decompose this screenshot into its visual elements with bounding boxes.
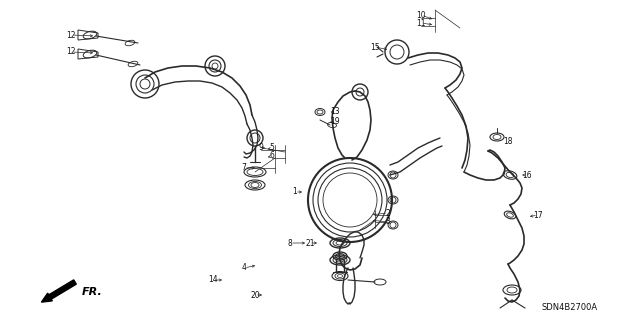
Text: 19: 19 — [330, 117, 340, 127]
Text: 16: 16 — [522, 170, 532, 180]
Text: 5: 5 — [269, 144, 275, 152]
Text: 21: 21 — [305, 239, 315, 248]
Text: 20: 20 — [250, 291, 260, 300]
Text: 2: 2 — [386, 209, 390, 218]
Text: 7: 7 — [241, 164, 246, 173]
Text: 17: 17 — [533, 211, 543, 219]
Text: 3: 3 — [385, 218, 390, 226]
Text: SDN4B2700A: SDN4B2700A — [542, 303, 598, 313]
Text: 10: 10 — [416, 11, 426, 19]
Text: 12: 12 — [67, 31, 76, 40]
Text: 1: 1 — [292, 188, 298, 197]
Text: FR.: FR. — [82, 287, 103, 297]
Text: 9: 9 — [259, 144, 264, 152]
Text: 11: 11 — [416, 19, 426, 27]
FancyArrow shape — [42, 280, 76, 302]
Text: 13: 13 — [330, 108, 340, 116]
Text: 8: 8 — [287, 239, 292, 248]
Text: 4: 4 — [241, 263, 246, 272]
Text: 18: 18 — [503, 137, 513, 145]
Text: 6: 6 — [269, 152, 275, 160]
Text: 14: 14 — [208, 276, 218, 285]
Text: 12: 12 — [67, 48, 76, 56]
Text: 15: 15 — [370, 42, 380, 51]
